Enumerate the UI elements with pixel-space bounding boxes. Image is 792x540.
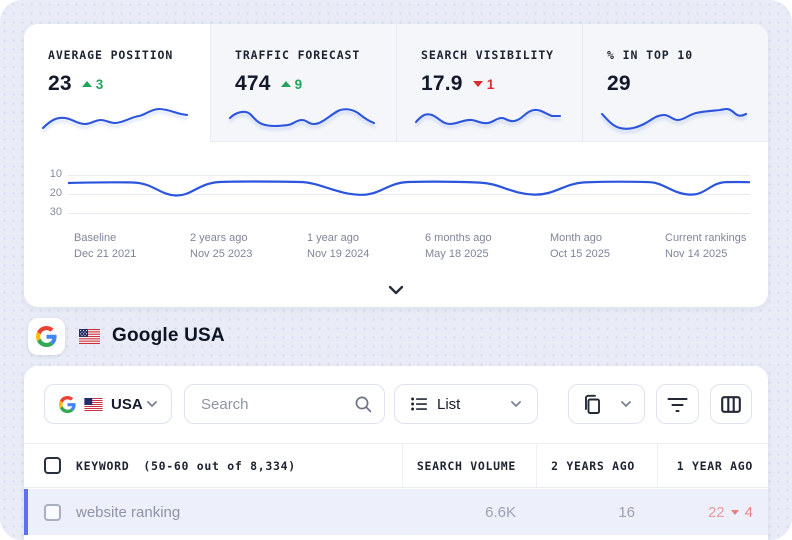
keyword-text: website ranking (76, 503, 181, 521)
metric-value: 23 (48, 72, 72, 95)
arrow-down-icon (730, 509, 739, 515)
x-axis-label: Current rankings Nov 14 2025 (665, 232, 747, 260)
y-axis-tick: 10 (49, 168, 62, 180)
position-line-series (66, 164, 752, 231)
tab-average-position[interactable]: AVERAGE POSITION 23 3 (24, 24, 210, 142)
chevron-down-icon (147, 401, 157, 407)
search-volume-cell: 6.6K (402, 489, 536, 535)
list-icon (411, 397, 427, 411)
keyword-search (184, 384, 385, 424)
arrow-down-icon (472, 81, 483, 87)
tab-label: % IN TOP 10 (607, 48, 694, 62)
metric-value: 29 (607, 72, 631, 95)
view-label: List (437, 395, 461, 413)
metric-value: 17.9 (421, 72, 463, 95)
column-header-search-volume[interactable]: SEARCH VOLUME (402, 444, 536, 487)
x-axis-labels: Baseline Dec 21 2021 2 years ago Nov 25 20… (24, 230, 768, 264)
columns-icon (721, 395, 741, 413)
tab-search-visibility[interactable]: SEARCH VISIBILITY 17.9 1 (396, 24, 582, 142)
country-label: USA (111, 395, 143, 413)
sparkline-chart (599, 97, 749, 135)
column-header-1-year-ago[interactable]: 1 YEAR AGO (657, 444, 768, 487)
tab-label: AVERAGE POSITION (48, 48, 174, 62)
tab-label: SEARCH VISIBILITY (421, 48, 555, 62)
keyword-header-cell: KEYWORD (50-60 out of 8,334) (24, 444, 402, 487)
y-axis-tick: 20 (49, 187, 62, 199)
1-year-ago-cell: 22 4 (657, 489, 768, 535)
tab-label: TRAFFIC FORECAST (235, 48, 361, 62)
filter-icon (667, 396, 688, 413)
us-flag-icon (79, 328, 100, 344)
search-engine-selector[interactable]: USA (44, 384, 172, 424)
keyword-count-note: (50-60 out of 8,334) (143, 458, 296, 473)
rankings-summary-card: AVERAGE POSITION 23 3 TRAFFIC FORECAST (24, 24, 768, 307)
arrow-up-icon (280, 81, 291, 87)
sparkline-chart (40, 98, 190, 136)
x-axis-label: Month ago Oct 15 2025 (550, 232, 610, 260)
tab-traffic-forecast[interactable]: TRAFFIC FORECAST 474 9 (210, 24, 396, 142)
metric-value: 474 (235, 72, 271, 95)
table-row[interactable]: website ranking 6.6K 16 22 4 (24, 489, 768, 535)
google-logo-icon (28, 317, 65, 355)
metric-tabs: AVERAGE POSITION 23 3 TRAFFIC FORECAST (24, 24, 768, 142)
metric-delta: 1 (472, 77, 494, 92)
table-toolbar: USA (24, 384, 768, 424)
sparkline-chart (227, 97, 377, 135)
y-axis-tick: 30 (49, 206, 62, 218)
gridline-30 (68, 213, 750, 214)
project-title: Google USA (112, 325, 225, 346)
keywords-table-card: USA (24, 366, 768, 540)
chevron-down-icon (511, 401, 521, 407)
row-checkbox[interactable] (44, 503, 61, 521)
x-axis-label: 6 months ago May 18 2025 (425, 232, 492, 260)
x-axis-label: 1 year ago Nov 19 2024 (307, 232, 370, 260)
chevron-down-icon (621, 401, 631, 407)
view-mode-selector[interactable]: List (394, 384, 538, 424)
gridline-10 (68, 175, 750, 176)
column-header-keyword[interactable]: KEYWORD (76, 458, 130, 473)
project-header: Google USA (28, 317, 225, 355)
columns-button[interactable] (710, 384, 752, 424)
keyword-cell: website ranking (24, 489, 402, 535)
search-icon (354, 395, 372, 418)
search-input[interactable] (184, 384, 385, 424)
metric-delta: 9 (280, 77, 302, 92)
select-all-checkbox[interactable] (44, 457, 61, 474)
google-logo-icon (59, 395, 76, 413)
x-axis-label: 2 years ago Nov 25 2023 (190, 232, 253, 260)
tab-percent-in-top-10[interactable]: % IN TOP 10 29 (582, 24, 768, 142)
copy-export-button[interactable] (568, 384, 645, 424)
metric-delta: 3 (81, 77, 103, 92)
us-flag-icon (84, 397, 103, 411)
gridline-20 (68, 194, 750, 195)
column-header-2-years-ago[interactable]: 2 YEARS AGO (536, 444, 657, 487)
x-axis-label: Baseline Dec 21 2021 (74, 232, 137, 260)
copy-icon (582, 394, 601, 415)
sparkline-chart (413, 97, 563, 135)
2-years-ago-cell: 16 (536, 489, 657, 535)
row-accent-bar (24, 489, 28, 535)
chevron-down-icon[interactable] (388, 282, 404, 296)
filter-button[interactable] (656, 384, 699, 424)
table-header-row: KEYWORD (50-60 out of 8,334) SEARCH VOLU… (24, 443, 768, 488)
arrow-up-icon (81, 81, 92, 87)
